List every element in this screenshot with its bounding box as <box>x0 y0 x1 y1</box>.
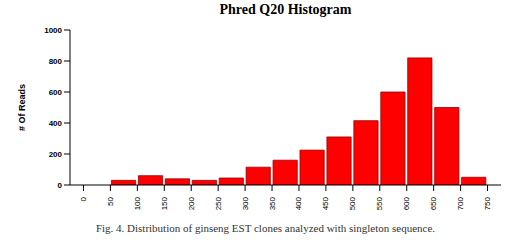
svg-text:600: 600 <box>49 88 63 97</box>
svg-text:300: 300 <box>241 196 250 210</box>
svg-text:650: 650 <box>429 196 438 210</box>
svg-text:500: 500 <box>348 196 357 210</box>
svg-text:450: 450 <box>321 196 330 210</box>
svg-text:200: 200 <box>187 196 196 210</box>
html-text:Phred Q20 Histogram: Phred Q20 Histogram <box>219 2 352 17</box>
svg-text:100: 100 <box>133 196 142 210</box>
svg-text:0: 0 <box>58 181 63 190</box>
svg-text:700: 700 <box>456 196 465 210</box>
svg-text:250: 250 <box>214 196 223 210</box>
svg-text:50: 50 <box>106 196 115 205</box>
svg-text:400: 400 <box>294 196 303 210</box>
svg-text:1000: 1000 <box>44 26 62 35</box>
svg-text:550: 550 <box>375 196 384 210</box>
svg-text:0: 0 <box>79 196 88 201</box>
svg-text:150: 150 <box>160 196 169 210</box>
svg-text:# Of Reads: # Of Reads <box>17 84 27 131</box>
svg-text:800: 800 <box>49 57 63 66</box>
svg-text:400: 400 <box>49 119 63 128</box>
svg-text:600: 600 <box>402 196 411 210</box>
html-text:Fig. 4. Distribution of ginsen: Fig. 4. Distribution of ginseng EST clon… <box>95 222 436 234</box>
svg-text:200: 200 <box>49 150 63 159</box>
svg-text:750: 750 <box>483 196 492 210</box>
svg-text:350: 350 <box>268 196 277 210</box>
